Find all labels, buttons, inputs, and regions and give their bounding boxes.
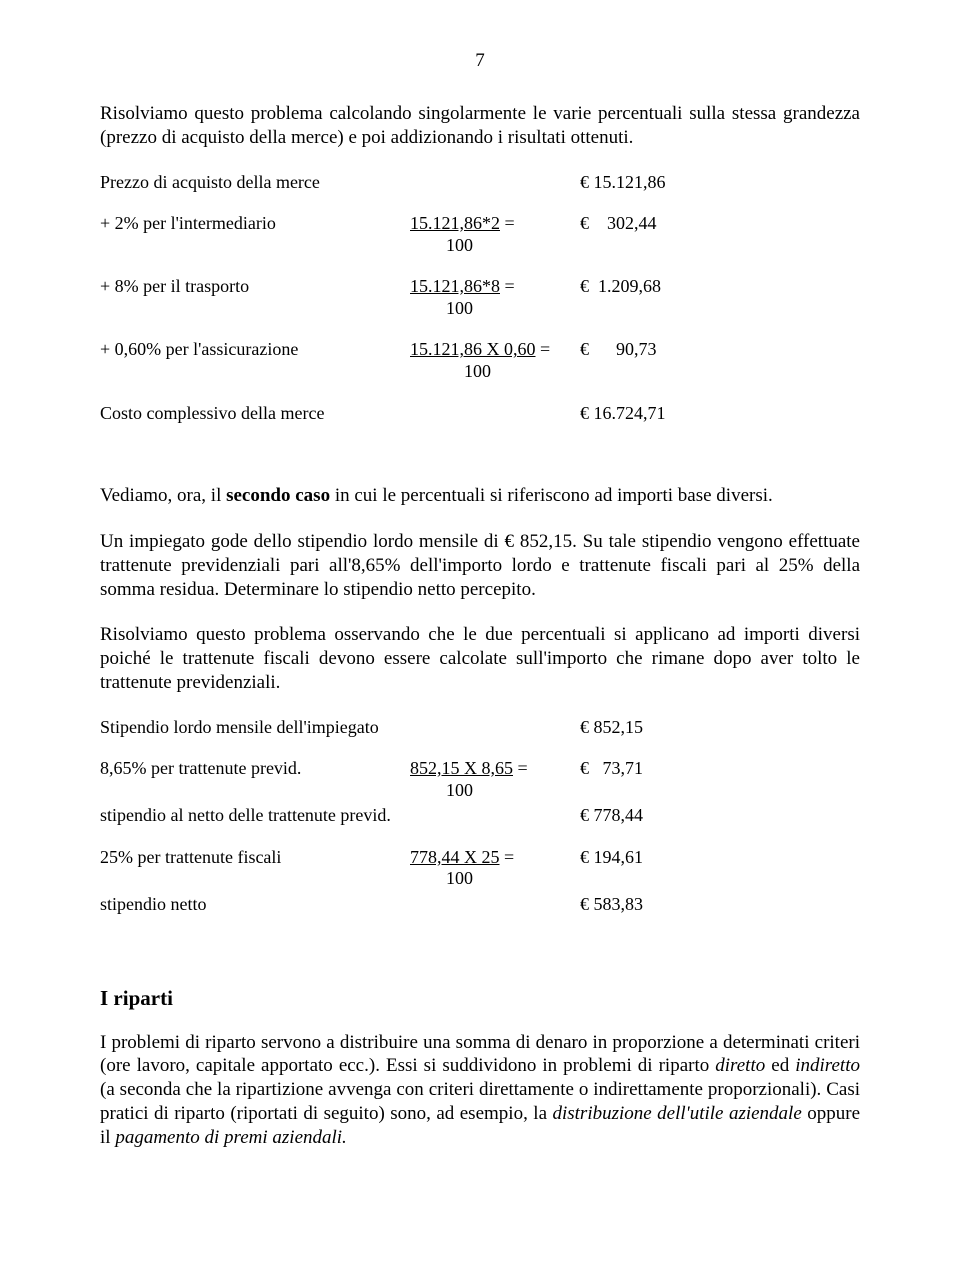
paragraph: Un impiegato gode dello stipendio lordo … — [100, 530, 860, 601]
calc-value: € 90,73 — [580, 339, 860, 382]
calc-row: stipendio netto € 583,83 — [100, 894, 860, 916]
section-heading: I riparti — [100, 986, 860, 1011]
calc-label: 25% per trattenute fiscali — [100, 847, 410, 890]
calc-value: € 16.724,71 — [580, 403, 860, 425]
calc-label: Stipendio lordo mensile dell'impiegato — [100, 717, 580, 739]
calc-row: + 0,60% per l'assicurazione 15.121,86 X … — [100, 339, 860, 382]
calc-value: € 73,71 — [580, 758, 860, 801]
calc-formula: 15.121,86*2 = 100 — [410, 213, 580, 256]
calc-value: € 302,44 — [580, 213, 860, 256]
calc-row: Costo complessivo della merce € 16.724,7… — [100, 403, 860, 425]
calc-label: Prezzo di acquisto della merce — [100, 172, 580, 194]
calc-formula: 852,15 X 8,65 = 100 — [410, 758, 580, 801]
calc-label: Costo complessivo della merce — [100, 403, 580, 425]
paragraph: I problemi di riparto servono a distribu… — [100, 1031, 860, 1150]
calc-formula: 778,44 X 25 = 100 — [410, 847, 580, 890]
calc-value: € 852,15 — [580, 717, 860, 739]
paragraph: Vediamo, ora, il secondo caso in cui le … — [100, 484, 860, 508]
calc-row: + 8% per il trasporto 15.121,86*8 = 100 … — [100, 276, 860, 319]
calc-label: + 2% per l'intermediario — [100, 213, 410, 256]
calc-label: + 0,60% per l'assicurazione — [100, 339, 410, 382]
calc-row: 25% per trattenute fiscali 778,44 X 25 =… — [100, 847, 860, 890]
calc-row: 8,65% per trattenute previd. 852,15 X 8,… — [100, 758, 860, 801]
paragraph: Risolviamo questo problema osservando ch… — [100, 623, 860, 694]
calc-value: € 583,83 — [580, 894, 860, 916]
calc-value: € 1.209,68 — [580, 276, 860, 319]
calc-row: + 2% per l'intermediario 15.121,86*2 = 1… — [100, 213, 860, 256]
calc-value: € 778,44 — [580, 805, 860, 827]
calc-label: + 8% per il trasporto — [100, 276, 410, 319]
calc-label: stipendio al netto delle trattenute prev… — [100, 805, 580, 827]
calc-label: stipendio netto — [100, 894, 580, 916]
calc-row: Stipendio lordo mensile dell'impiegato €… — [100, 717, 860, 739]
calc-formula: 15.121,86*8 = 100 — [410, 276, 580, 319]
document-page: 7 Risolviamo questo problema calcolando … — [0, 0, 960, 1281]
calc-label: 8,65% per trattenute previd. — [100, 758, 410, 801]
paragraph-intro: Risolviamo questo problema calcolando si… — [100, 102, 860, 150]
calc-formula: 15.121,86 X 0,60 = 100 — [410, 339, 580, 382]
page-number: 7 — [100, 50, 860, 72]
calc-row: stipendio al netto delle trattenute prev… — [100, 805, 860, 827]
calc-row: Prezzo di acquisto della merce € 15.121,… — [100, 172, 860, 194]
calc-value: € 194,61 — [580, 847, 860, 890]
calc-value: € 15.121,86 — [580, 172, 860, 194]
